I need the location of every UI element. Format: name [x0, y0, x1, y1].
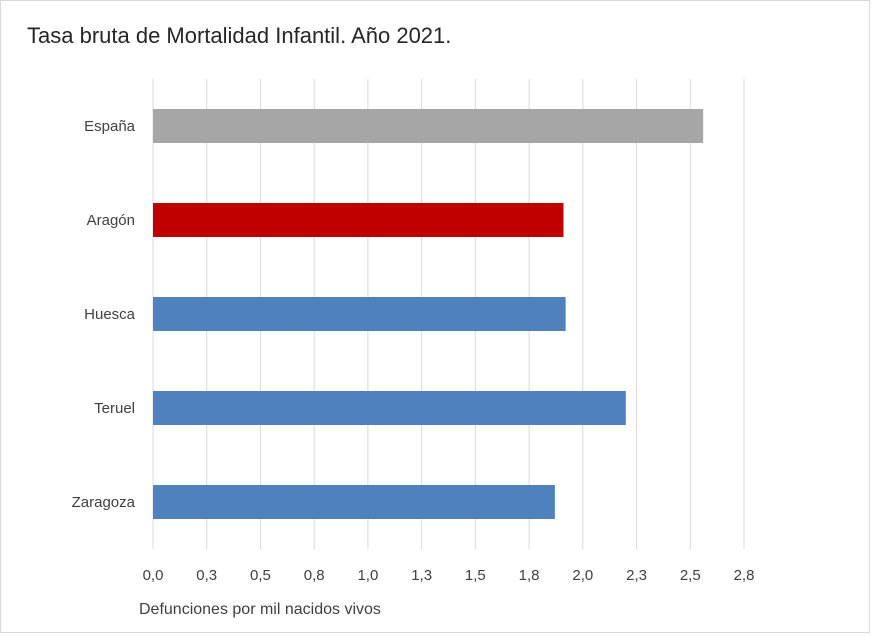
x-tick-label: 2,8 — [734, 567, 755, 584]
category-label: Huesca — [84, 306, 136, 323]
category-label: Zaragoza — [72, 494, 136, 511]
bar — [153, 109, 704, 143]
x-tick-label: 2,5 — [680, 567, 701, 584]
x-tick-label: 0,0 — [143, 567, 164, 584]
x-tick-label: 2,0 — [572, 567, 593, 584]
x-tick-label: 0,8 — [304, 567, 325, 584]
x-tick-label: 0,5 — [250, 567, 271, 584]
x-tick-label: 0,3 — [196, 567, 217, 584]
bar — [153, 391, 626, 425]
x-tick-label: 1,3 — [411, 567, 432, 584]
bar — [153, 485, 555, 519]
category-label: Teruel — [94, 400, 135, 417]
category-label: Aragón — [87, 212, 135, 229]
x-tick-label: 1,0 — [357, 567, 378, 584]
x-tick-label: 1,8 — [519, 567, 540, 584]
bar — [153, 203, 564, 237]
x-tick-label: 1,5 — [465, 567, 486, 584]
category-label: España — [84, 118, 136, 135]
bar — [153, 297, 566, 331]
x-axis-title: Defunciones por mil nacidos vivos — [139, 601, 381, 618]
chart-title: Tasa bruta de Mortalidad Infantil. Año 2… — [27, 23, 452, 48]
x-tick-label: 2,3 — [626, 567, 647, 584]
